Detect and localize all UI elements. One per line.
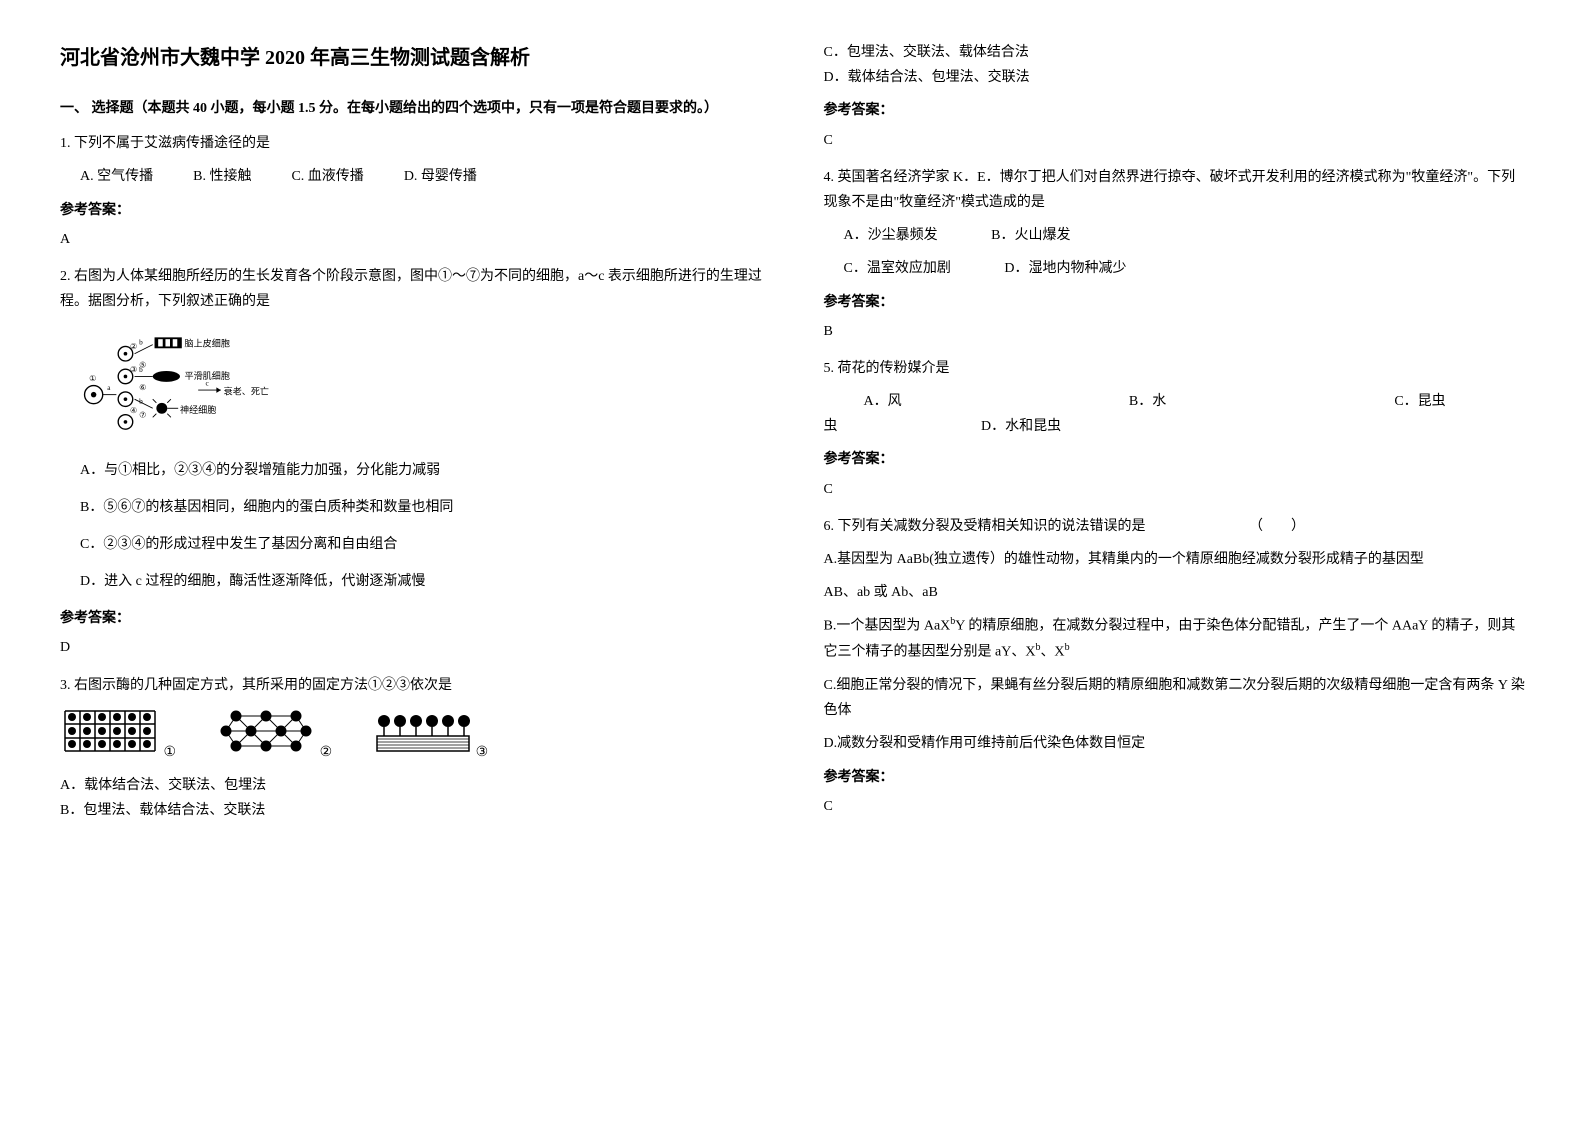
question-5-options: A．风 B．水 C．昆虫 虫 D．水和昆虫: [864, 389, 1528, 439]
q6-answer: C: [824, 794, 1528, 819]
question-3-stem: 右图示酶的几种固定方式，其所采用的固定方法①②③依次是: [74, 678, 452, 693]
question-4-text: 4. 英国著名经济学家 K．E．博尔丁把人们对自然界进行掠夺、破坏式开发利用的经…: [824, 165, 1528, 215]
enzyme-method-3-icon: [372, 706, 472, 756]
q1-option-a: A. 空气传播: [80, 164, 153, 189]
svg-text:b: b: [139, 398, 143, 406]
q5-option-a: A．风: [864, 389, 1129, 414]
q5-answer: C: [824, 477, 1528, 502]
q5-answer-label: 参考答案：: [824, 447, 1528, 472]
question-2-options: A．与①相比，②③④的分裂增殖能力加强，分化能力减弱 B．⑤⑥⑦的核基因相同，细…: [80, 458, 764, 595]
q3-option-d: D．载体结合法、包埋法、交联法: [824, 65, 1528, 90]
q2-option-d: D．进入 c 过程的细胞，酶活性逐渐降低，代谢逐渐减慢: [80, 569, 764, 594]
question-5-num: 5.: [824, 361, 835, 376]
q2-diagram: ① a ② ③ ④ b: [80, 326, 764, 445]
q6-option-c: C.细胞正常分裂的情况下，果蝇有丝分裂后期的精原细胞和减数第二次分裂后期的次级精…: [824, 673, 1528, 723]
svg-text:a: a: [107, 384, 111, 392]
q4-option-b: B．火山爆发: [991, 223, 1070, 248]
enzyme-method-1-icon: [60, 706, 160, 756]
q3-answer: C: [824, 128, 1528, 153]
q2-answer: D: [60, 635, 764, 660]
question-6-stem: 下列有关减数分裂及受精相关知识的说法错误的是: [838, 519, 1146, 534]
q1-answer: A: [60, 227, 764, 252]
question-1-num: 1.: [60, 136, 71, 151]
question-1-stem: 下列不属于艾滋病传播途径的是: [74, 136, 270, 151]
page-container: 河北省沧州市大魏中学 2020 年高三生物测试题含解析 一、 选择题（本题共 4…: [60, 40, 1527, 835]
enzyme-2: ②: [216, 706, 332, 765]
question-3-cont: C．包埋法、交联法、载体结合法 D．载体结合法、包埋法、交联法 参考答案： C: [824, 40, 1528, 153]
q2-option-c: C．②③④的形成过程中发生了基因分离和自由组合: [80, 532, 764, 557]
document-title: 河北省沧州市大魏中学 2020 年高三生物测试题含解析: [60, 40, 764, 76]
question-1: 1. 下列不属于艾滋病传播途径的是 A. 空气传播 B. 性接触 C. 血液传播…: [60, 131, 764, 252]
question-2: 2. 右图为人体某细胞所经历的生长发育各个阶段示意图，图中①～⑦为不同的细胞，a…: [60, 264, 764, 661]
q1-option-d: D. 母婴传播: [404, 164, 477, 189]
enzyme-3-num: ③: [476, 740, 489, 765]
q3-diagram: ①: [60, 706, 764, 765]
question-2-num: 2.: [60, 269, 71, 284]
q4-option-a: A．沙尘暴频发: [844, 223, 938, 248]
enzyme-1: ①: [60, 706, 176, 765]
q3-option-c: C．包埋法、交联法、载体结合法: [824, 40, 1528, 65]
svg-text:⑥: ⑥: [139, 383, 146, 392]
enzyme-2-num: ②: [320, 740, 333, 765]
q2-option-a: A．与①相比，②③④的分裂增殖能力加强，分化能力减弱: [80, 458, 764, 483]
q6-answer-label: 参考答案：: [824, 765, 1528, 790]
q4-option-c: C．温室效应加剧: [844, 256, 951, 281]
q1-option-b: B. 性接触: [193, 164, 251, 189]
question-3-text: 3. 右图示酶的几种固定方式，其所采用的固定方法①②③依次是: [60, 673, 764, 698]
svg-text:③: ③: [130, 365, 137, 374]
question-6-num: 6.: [824, 519, 835, 534]
svg-text:b: b: [139, 366, 143, 374]
svg-text:神经细胞: 神经细胞: [180, 404, 216, 415]
q6-option-d: D.减数分裂和受精作用可维持前后代染色体数目恒定: [824, 731, 1528, 756]
question-4-options: A．沙尘暴频发 B．火山爆发 C．温室效应加剧 D．湿地内物种减少: [844, 223, 1528, 281]
svg-text:脑上皮细胞: 脑上皮细胞: [185, 338, 230, 349]
q6-option-a: A.基因型为 AaBb(独立遗传）的雄性动物，其精巢内的一个精原细胞经减数分裂形…: [824, 547, 1528, 572]
question-5-stem: 荷花的传粉媒介是: [838, 361, 950, 376]
q1-option-c: C. 血液传播: [291, 164, 363, 189]
cell-development-diagram: ① a ② ③ ④ b: [80, 326, 280, 436]
enzyme-method-2-icon: [216, 706, 316, 756]
question-6-text: 6. 下列有关减数分裂及受精相关知识的说法错误的是 （ ）: [824, 514, 1528, 539]
q2-option-b: B．⑤⑥⑦的核基因相同，细胞内的蛋白质种类和数量也相同: [80, 495, 764, 520]
q5-option-d: D．水和昆虫: [981, 419, 1061, 434]
q4-answer: B: [824, 319, 1528, 344]
question-1-text: 1. 下列不属于艾滋病传播途径的是: [60, 131, 764, 156]
svg-text:④: ④: [130, 406, 137, 415]
right-column: C．包埋法、交联法、载体结合法 D．载体结合法、包埋法、交联法 参考答案： C …: [824, 40, 1528, 835]
svg-text:⑦: ⑦: [139, 411, 146, 420]
question-4: 4. 英国著名经济学家 K．E．博尔丁把人们对自然界进行掠夺、破坏式开发利用的经…: [824, 165, 1528, 344]
question-5-text: 5. 荷花的传粉媒介是: [824, 356, 1528, 381]
svg-text:衰老、死亡: 衰老、死亡: [224, 386, 269, 397]
q5-option-b: B．水: [1129, 389, 1394, 414]
question-2-text: 2. 右图为人体某细胞所经历的生长发育各个阶段示意图，图中①～⑦为不同的细胞，a…: [60, 264, 764, 314]
question-3: 3. 右图示酶的几种固定方式，其所采用的固定方法①②③依次是: [60, 673, 764, 824]
q6-option-b: B.一个基因型为 AaXbY 的精原细胞，在减数分裂过程中，由于染色体分配错乱，…: [824, 613, 1528, 665]
svg-text:②: ②: [130, 342, 137, 351]
svg-text:b: b: [139, 339, 143, 347]
question-4-stem: 英国著名经济学家 K．E．博尔丁把人们对自然界进行掠夺、破坏式开发利用的经济模式…: [824, 170, 1516, 210]
question-6-blank: （ ）: [1249, 519, 1305, 534]
q4-answer-label: 参考答案：: [824, 290, 1528, 315]
enzyme-3: ③: [372, 706, 488, 765]
q1-answer-label: 参考答案：: [60, 198, 764, 223]
q2-answer-label: 参考答案：: [60, 606, 764, 631]
q5-option-c: C．昆虫: [1394, 389, 1527, 414]
q6-option-a-line2: AB、ab 或 Ab、aB: [824, 580, 1528, 605]
q3-option-a: A．载体结合法、交联法、包埋法: [60, 773, 764, 798]
question-3-num: 3.: [60, 678, 71, 693]
left-column: 河北省沧州市大魏中学 2020 年高三生物测试题含解析 一、 选择题（本题共 4…: [60, 40, 764, 835]
question-1-options: A. 空气传播 B. 性接触 C. 血液传播 D. 母婴传播: [80, 164, 764, 189]
question-5: 5. 荷花的传粉媒介是 A．风 B．水 C．昆虫 虫 D．水和昆虫 参考答案： …: [824, 356, 1528, 502]
question-6: 6. 下列有关减数分裂及受精相关知识的说法错误的是 （ ） A.基因型为 AaB…: [824, 514, 1528, 819]
q3-answer-label: 参考答案：: [824, 98, 1528, 123]
enzyme-1-num: ①: [164, 740, 177, 765]
q3-option-b: B．包埋法、载体结合法、交联法: [60, 798, 764, 823]
question-4-num: 4.: [824, 170, 835, 185]
svg-text:①: ①: [89, 374, 96, 383]
section-1-header: 一、 选择题（本题共 40 小题，每小题 1.5 分。在每小题给出的四个选项中，…: [60, 96, 764, 121]
svg-text:c: c: [205, 380, 208, 388]
question-2-stem: 右图为人体某细胞所经历的生长发育各个阶段示意图，图中①～⑦为不同的细胞，a～c …: [60, 269, 762, 309]
q4-option-d: D．湿地内物种减少: [1004, 256, 1126, 281]
